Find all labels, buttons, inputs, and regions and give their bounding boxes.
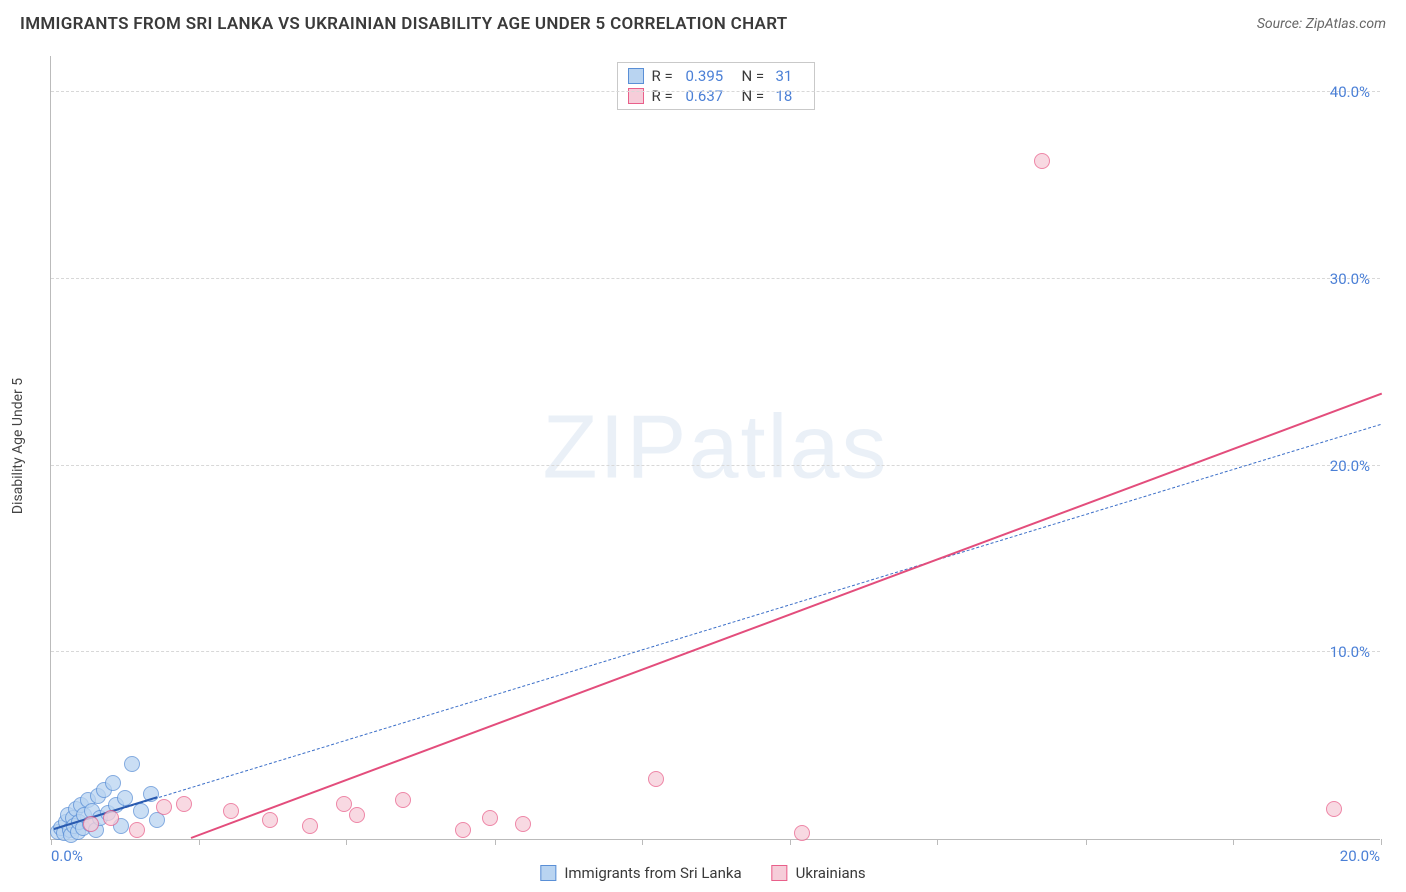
x-tick: [51, 839, 52, 845]
gridline-h: [51, 465, 1380, 466]
scatter-point-ukrainians: [262, 812, 278, 828]
scatter-point-ukrainians: [349, 807, 365, 823]
stat-n-key: N =: [742, 67, 770, 85]
gridline-h: [51, 91, 1380, 92]
scatter-point-ukrainians: [1034, 153, 1050, 169]
scatter-point-ukrainians: [455, 822, 471, 838]
scatter-point-ukrainians: [223, 803, 239, 819]
trend-line: [54, 424, 1381, 830]
x-tick: [642, 839, 643, 845]
stat-n-key: N =: [742, 87, 770, 105]
stat-r-key: R =: [652, 67, 680, 85]
x-tick: [495, 839, 496, 845]
stat-r-key: R =: [652, 87, 680, 105]
y-tick-label: 30.0%: [1330, 270, 1370, 288]
legend-item-ukrainians: Ukrainians: [772, 864, 866, 882]
gridline-h: [51, 651, 1380, 652]
scatter-point-sri_lanka: [124, 756, 140, 772]
plot-area: ZIPatlas R = 0.395 N = 31 R = 0.637 N = 18 10.0…: [50, 56, 1380, 840]
chart-header: IMMIGRANTS FROM SRI LANKA VS UKRAINIAN D…: [0, 0, 1406, 48]
stat-n-value: 31: [776, 67, 804, 85]
x-tick: [346, 839, 347, 845]
stat-r-value: 0.637: [686, 87, 736, 105]
scatter-point-ukrainians: [648, 771, 664, 787]
stat-n-value: 18: [776, 87, 804, 105]
stat-r-value: 0.395: [686, 67, 736, 85]
scatter-point-ukrainians: [515, 816, 531, 832]
scatter-point-ukrainians: [156, 799, 172, 815]
y-axis-label: Disability Age Under 5: [10, 378, 26, 514]
scatter-point-ukrainians: [794, 825, 810, 841]
trend-line: [190, 393, 1381, 839]
chart-title: IMMIGRANTS FROM SRI LANKA VS UKRAINIAN D…: [20, 14, 788, 34]
watermark: ZIPatlas: [542, 396, 888, 499]
x-tick: [937, 839, 938, 845]
scatter-point-ukrainians: [482, 810, 498, 826]
x-origin-label: 0.0%: [51, 847, 83, 865]
chart-source: Source: ZipAtlas.com: [1257, 16, 1386, 32]
legend-item-sri_lanka: Immigrants from Sri Lanka: [540, 864, 741, 882]
y-tick-label: 10.0%: [1330, 643, 1370, 661]
scatter-point-ukrainians: [302, 818, 318, 834]
x-tick: [1233, 839, 1234, 845]
scatter-point-ukrainians: [336, 796, 352, 812]
legend-swatch-sri_lanka: [540, 865, 556, 881]
gridline-h: [51, 278, 1380, 279]
scatter-point-ukrainians: [103, 810, 119, 826]
scatter-point-ukrainians: [83, 816, 99, 832]
y-tick-label: 40.0%: [1330, 83, 1370, 101]
scatter-point-ukrainians: [1326, 801, 1342, 817]
scatter-point-sri_lanka: [105, 775, 121, 791]
scatter-point-ukrainians: [395, 792, 411, 808]
x-end-label: 20.0%: [1340, 847, 1380, 865]
y-tick-label: 20.0%: [1330, 457, 1370, 475]
scatter-point-ukrainians: [176, 796, 192, 812]
legend-swatch-ukrainians: [772, 865, 788, 881]
scatter-point-ukrainians: [129, 822, 145, 838]
legend-label: Ukrainians: [796, 864, 866, 882]
legend-label: Immigrants from Sri Lanka: [564, 864, 741, 882]
x-tick: [199, 839, 200, 845]
scatter-point-sri_lanka: [133, 803, 149, 819]
x-tick: [790, 839, 791, 845]
correlation-stats-box: R = 0.395 N = 31 R = 0.637 N = 18: [617, 62, 815, 110]
x-tick: [1086, 839, 1087, 845]
bottom-legend: Immigrants from Sri Lanka Ukrainians: [540, 864, 865, 882]
x-tick: [1381, 839, 1382, 845]
legend-swatch-sri_lanka: [628, 68, 644, 84]
